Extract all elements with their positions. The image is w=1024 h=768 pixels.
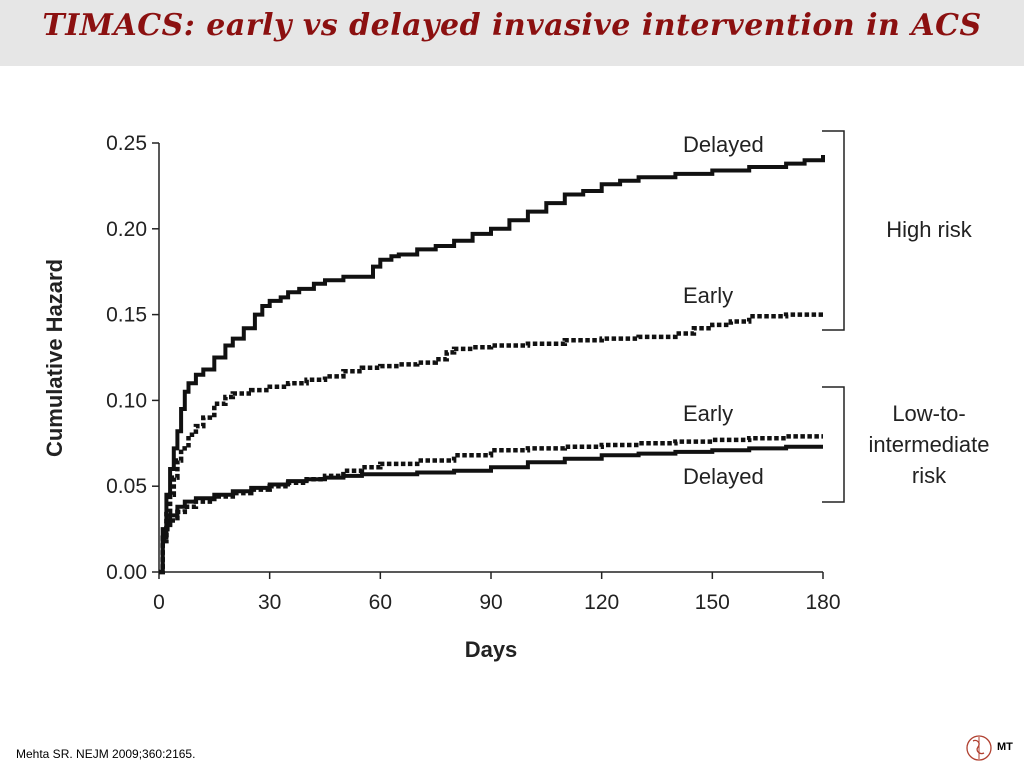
bracket-low-risk-label-line3: risk [912,463,947,488]
mt-monogram-icon [966,735,992,761]
label-high-delayed: Delayed [683,132,764,157]
x-tick-label: 30 [258,591,281,614]
bracket-high-risk [822,130,845,331]
citation: Mehta SR. NEJM 2009;360:2165. [16,747,196,761]
x-tick-label: 0 [153,591,165,614]
y-tick-label: 0.25 [106,132,147,155]
bracket-low-risk-label-line2: intermediate [868,432,989,457]
series-line-high-risk-delayed [159,155,825,574]
bracket-low-risk-label-line1: Low-to- [892,401,965,426]
label-low-early: Early [683,401,733,426]
x-tick-label: 60 [369,591,392,614]
y-ticks: 0.00 0.05 0.10 0.15 0.20 0.25 [106,132,159,584]
bracket-high-risk-label: High risk [886,217,973,242]
x-ticks: 0 30 60 90 120 150 180 [153,572,841,614]
x-tick-label: 120 [584,591,619,614]
chart-axes: 0 30 60 90 120 150 180 0.00 0.05 0.10 0.15 0.20 0.2… [106,132,840,614]
x-tick-label: 180 [805,591,840,614]
series-line-low-to-intermediate-risk-delayed [159,444,823,574]
series-line-high-risk-early [159,312,823,575]
y-tick-label: 0.05 [106,475,147,498]
y-tick-label: 0.15 [106,304,147,327]
label-low-delayed: Delayed [683,464,764,489]
x-tick-label: 90 [479,591,502,614]
y-tick-label: 0.10 [106,389,147,412]
series-layer [159,155,825,575]
logo-text: MT [997,741,1013,753]
title-bar [0,0,1024,66]
label-high-early: Early [683,283,733,308]
x-axis-title: Days [465,637,518,662]
series-line-low-to-intermediate-risk-early [159,434,823,575]
y-tick-label: 0.00 [106,561,147,584]
y-axis-title: Cumulative Hazard [42,259,67,457]
bracket-low-risk [822,386,845,503]
slide-title: TIMACS: early vs delayed invasive interv… [42,8,982,43]
x-tick-label: 150 [695,591,730,614]
y-tick-label: 0.20 [106,218,147,241]
